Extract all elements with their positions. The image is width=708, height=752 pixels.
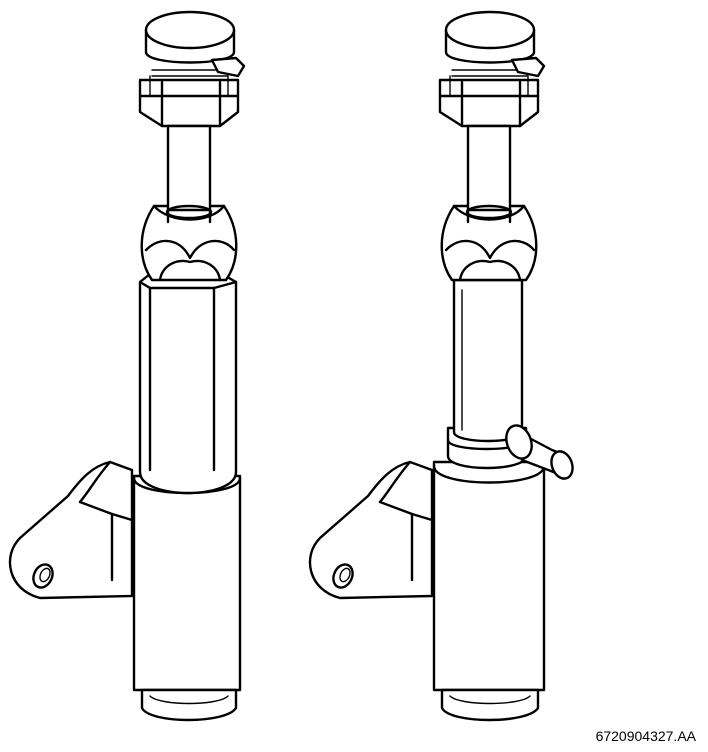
right-lower-body [432,460,546,692]
figure-code: 6720904327.AA [595,728,696,744]
left-fitting [8,10,246,722]
right-side-branch [505,424,574,480]
left-mounting-bracket [8,460,134,600]
left-lower-body [132,474,242,692]
right-cap-assembly [438,10,546,220]
right-mounting-bracket [308,460,434,600]
right-fitting [308,10,574,722]
left-cap-assembly [138,10,246,220]
left-hex-tube [138,272,238,495]
right-round-tube [452,278,524,443]
